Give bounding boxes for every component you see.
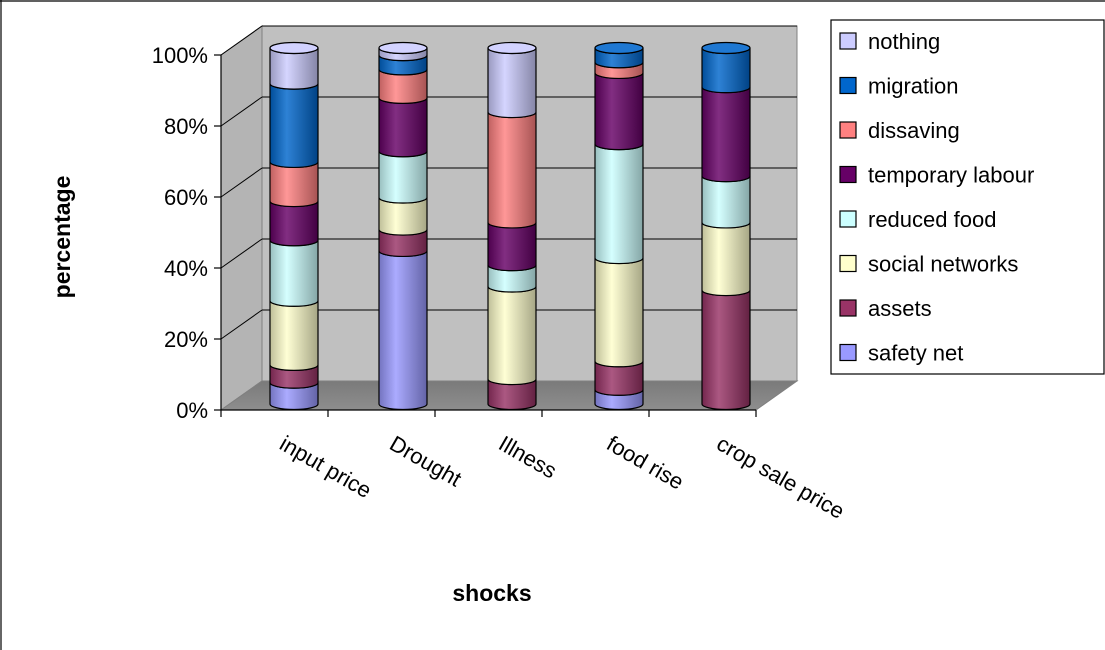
bar-segment <box>269 240 319 307</box>
side-wall <box>220 25 263 411</box>
y-axis-label: percentage <box>49 176 75 299</box>
bar-cap <box>378 41 428 55</box>
bar-stack <box>487 41 537 411</box>
bar-stack <box>701 41 751 411</box>
bar-stack <box>378 41 428 411</box>
y-tick-label: 100% <box>152 43 208 68</box>
bar-cap <box>487 41 537 55</box>
legend-swatch <box>839 121 857 139</box>
x-tick-label: Illness <box>495 431 562 484</box>
x-tick-label: input price <box>276 431 376 503</box>
x-tick-label: crop sale price <box>713 431 849 524</box>
legend-label: assets <box>868 296 932 321</box>
bar-segment <box>487 286 537 386</box>
bar-segment <box>378 250 428 411</box>
bar-segment <box>487 222 537 272</box>
legend-item: safety net <box>839 341 963 366</box>
bar-segment <box>487 47 537 119</box>
bar-segment <box>269 300 319 371</box>
legend-swatch <box>839 165 857 184</box>
bar-segment <box>594 72 644 151</box>
legend-swatch <box>839 254 857 273</box>
bar-segment <box>378 151 428 204</box>
y-tick-label: 80% <box>164 114 208 139</box>
legend-label: safety net <box>868 341 963 366</box>
legend-swatch <box>839 299 857 317</box>
legend-swatch <box>839 32 857 50</box>
gridline-side <box>220 167 263 198</box>
legend-item: dissaving <box>839 118 960 143</box>
gridline-side <box>220 238 263 269</box>
legend-item: temporary labour <box>839 163 1034 188</box>
legend-label: dissaving <box>868 118 960 143</box>
y-tick-label: 40% <box>164 256 208 281</box>
legend-item: assets <box>839 296 932 321</box>
legend: nothing migration dissaving temporary labou… <box>830 19 1105 375</box>
y-tick-label: 60% <box>164 185 208 210</box>
legend-label: temporary labour <box>868 163 1034 188</box>
y-tick-label: 20% <box>164 327 208 352</box>
legend-swatch <box>839 343 857 362</box>
bar-segment <box>701 289 751 411</box>
legend-item: nothing <box>839 29 940 54</box>
legend-label: migration <box>868 74 958 99</box>
x-axis: input price Drought Illness food rise crop s… <box>220 409 849 524</box>
legend-item: social networks <box>839 252 1018 277</box>
bar-segment <box>269 200 319 247</box>
legend-label: social networks <box>868 252 1018 277</box>
bar-segment <box>701 86 751 183</box>
bar-stack <box>269 41 319 411</box>
bar-stack <box>594 41 644 411</box>
bar-segment <box>594 143 644 265</box>
bar-segment <box>378 97 428 158</box>
bar-segment <box>269 161 319 208</box>
bar-segment <box>594 257 644 368</box>
gridline-side <box>220 96 263 127</box>
legend-box <box>830 19 1105 375</box>
bar-segment <box>701 222 751 297</box>
legend-label: reduced food <box>868 207 996 232</box>
y-axis: 0% 20% 40% 60% 80% 100% <box>152 43 222 423</box>
bar-segment <box>701 175 751 229</box>
bar-cap <box>594 41 644 55</box>
x-tick-label: Drought <box>386 431 466 492</box>
legend-label: nothing <box>868 29 940 54</box>
bar-segment <box>269 47 319 90</box>
gridline-side <box>220 309 263 340</box>
x-axis-label: shocks <box>452 580 531 606</box>
bar-cap <box>269 41 319 55</box>
bar-segment <box>487 111 537 229</box>
y-tick-label: 0% <box>176 398 208 423</box>
bar-cap <box>701 41 751 55</box>
bar-segment <box>701 47 751 94</box>
x-tick-label: food rise <box>603 431 689 495</box>
legend-item: reduced food <box>839 207 996 232</box>
bars <box>269 41 751 411</box>
legend-swatch <box>839 76 857 95</box>
legend-swatch <box>839 210 857 228</box>
legend-item: migration <box>839 74 958 99</box>
gridline-side <box>220 25 263 56</box>
bar-segment <box>269 83 319 169</box>
